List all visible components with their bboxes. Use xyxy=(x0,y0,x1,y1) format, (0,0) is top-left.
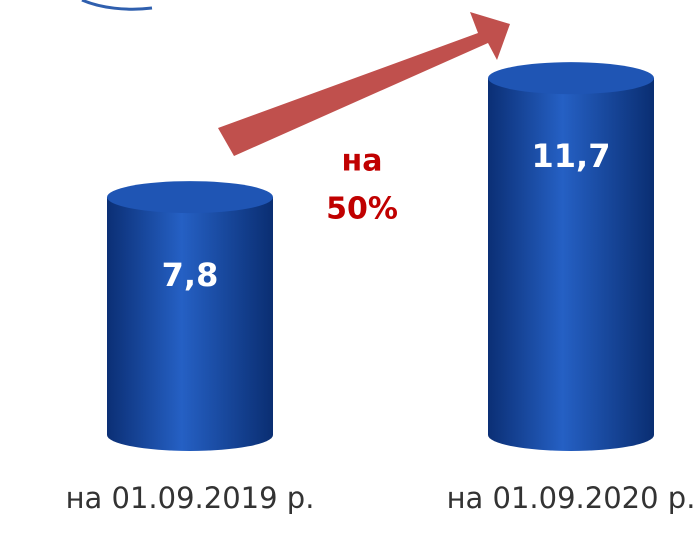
cylinder-body xyxy=(488,78,654,451)
value-label: 11,7 xyxy=(532,137,611,175)
cylinder-body xyxy=(107,197,273,451)
annotation: на xyxy=(342,144,383,179)
cylinder-top xyxy=(488,62,654,95)
logo xyxy=(81,0,153,11)
growth-arrow xyxy=(218,12,510,156)
value-label: 7,8 xyxy=(162,256,219,294)
x-tick-label: на 01.09.2019 р. xyxy=(66,481,315,515)
annotation: 50% xyxy=(326,192,398,227)
x-tick-label: на 01.09.2020 р. xyxy=(447,481,696,515)
cylinder-top xyxy=(107,181,273,214)
